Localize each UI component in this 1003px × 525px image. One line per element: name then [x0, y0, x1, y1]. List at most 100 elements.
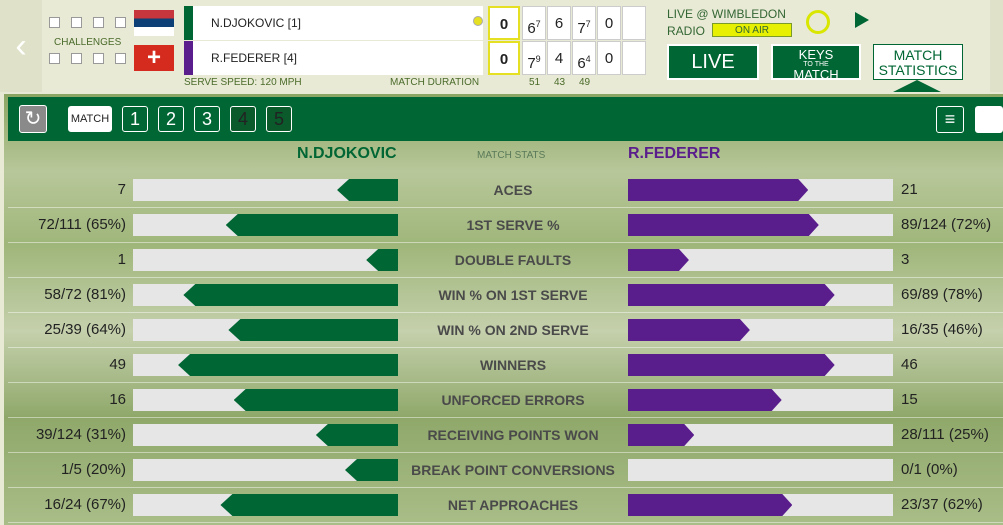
stat-label: UNFORCED ERRORS [441, 392, 585, 408]
player2-bar [628, 319, 750, 341]
player2-bar [628, 424, 694, 446]
on-air: ON AIR [712, 23, 792, 37]
match-duration: MATCH DURATION [390, 77, 480, 88]
tab[interactable]: 5 [266, 106, 292, 132]
tab[interactable]: 4 [230, 106, 256, 132]
set-games: 0 [604, 15, 614, 32]
set-score [622, 6, 646, 40]
current-game: 0 [488, 41, 520, 75]
stat-label: DOUBLE FAULTS [454, 252, 572, 268]
player1-bar [345, 459, 398, 481]
refresh-button[interactable]: ↻ [19, 105, 47, 133]
tab[interactable]: MATCH [68, 106, 112, 132]
challenge-box [49, 17, 60, 28]
prev-arrow[interactable]: ‹ [0, 0, 42, 92]
player2-value: 16/35 (46%) [901, 321, 983, 338]
player2-track [628, 354, 893, 376]
list-button[interactable]: ≡ [936, 106, 964, 133]
set-duration: 49 [579, 77, 591, 88]
challenge-box [93, 53, 104, 64]
keys-button[interactable]: KEYS TO THE MATCH [771, 44, 861, 82]
player2-value: 0/1 (0%) [901, 461, 958, 478]
stat-label: NET APPROACHES [447, 497, 579, 513]
set-games: 0 [604, 50, 614, 67]
player-stripe [184, 41, 193, 75]
tab[interactable]: 1 [122, 106, 148, 132]
row-separator [8, 207, 1003, 208]
player1-track [133, 319, 398, 341]
player2-track [628, 284, 893, 306]
player2-value: 21 [901, 181, 918, 198]
player2-bar [628, 389, 782, 411]
player2-value: 3 [901, 251, 910, 268]
player2-track [628, 249, 893, 271]
row-separator [8, 242, 1003, 243]
set-games: 6 [554, 15, 564, 32]
set-score: 79 [522, 41, 546, 75]
stat-label: 1ST SERVE % [466, 217, 560, 233]
radio-icon[interactable] [806, 10, 830, 34]
challenge-box [115, 53, 126, 64]
chart-button[interactable] [975, 106, 1003, 133]
player1-track [133, 249, 398, 271]
player-stripe [184, 6, 193, 40]
tab[interactable]: 3 [194, 106, 220, 132]
player1-bar [225, 214, 398, 236]
serve-ball [473, 16, 483, 26]
set-games: 7 [527, 55, 536, 72]
set-score: 64 [572, 41, 596, 75]
player2-value: 28/111 (25%) [901, 426, 989, 443]
player1-bar [315, 424, 398, 446]
player2-bar [628, 494, 792, 516]
player1-bar [366, 249, 398, 271]
set-score: 77 [572, 6, 596, 40]
stat-label: ACES [493, 182, 533, 198]
play-icon[interactable] [855, 12, 869, 28]
set-games: 6 [577, 55, 586, 72]
set-score: 0 [597, 41, 621, 75]
stat-label: WIN % ON 1ST SERVE [438, 287, 588, 303]
stats-button[interactable]: MATCH STATISTICS [873, 44, 963, 80]
player2-bar [628, 214, 819, 236]
player1-value: 49 [109, 356, 126, 373]
grass-bg [4, 94, 1003, 525]
player1-track [133, 424, 398, 446]
player1-track [133, 354, 398, 376]
player1-bar [337, 179, 398, 201]
stat-label: WIN % ON 2ND SERVE [437, 322, 589, 338]
player2-value: 89/124 (72%) [901, 216, 992, 233]
challenge-box [49, 53, 60, 64]
player2-value: 15 [901, 391, 918, 408]
challenge-box [71, 17, 82, 28]
set-score: 4 [547, 41, 571, 75]
tab[interactable]: 2 [158, 106, 184, 132]
tiebreak: 7 [535, 19, 541, 29]
set-score: 67 [522, 6, 546, 40]
tiebreak: 7 [585, 19, 591, 29]
set-games: 4 [554, 50, 564, 67]
serve-speed: SERVE SPEED: 120 MPH [184, 77, 302, 88]
challenge-box [115, 17, 126, 28]
player1-track [133, 459, 398, 481]
next-arrow[interactable] [990, 0, 1003, 92]
player1-value: 7 [117, 181, 126, 198]
player2-track [628, 389, 893, 411]
tiebreak: 4 [585, 54, 591, 64]
player1-bar [228, 319, 398, 341]
player1-bar [220, 494, 398, 516]
player2-bar [628, 354, 835, 376]
player1-heading: N.DJOKOVIC [297, 145, 397, 162]
stat-label: BREAK POINT CONVERSIONS [411, 462, 615, 478]
set-duration: 51 [529, 77, 541, 88]
set-games: 6 [527, 20, 536, 37]
flag-serbia [134, 10, 174, 36]
row-separator [8, 312, 1003, 313]
live-button[interactable]: LIVE [667, 44, 759, 80]
keys-line: MATCH [793, 67, 839, 82]
player1-value: 72/111 (65%) [38, 216, 126, 233]
player1-value: 16/24 (67%) [44, 496, 126, 513]
stats-line: MATCH [893, 47, 943, 63]
player1-value: 1/5 (20%) [60, 461, 126, 478]
player2-track [628, 424, 893, 446]
row-separator [8, 522, 1003, 523]
